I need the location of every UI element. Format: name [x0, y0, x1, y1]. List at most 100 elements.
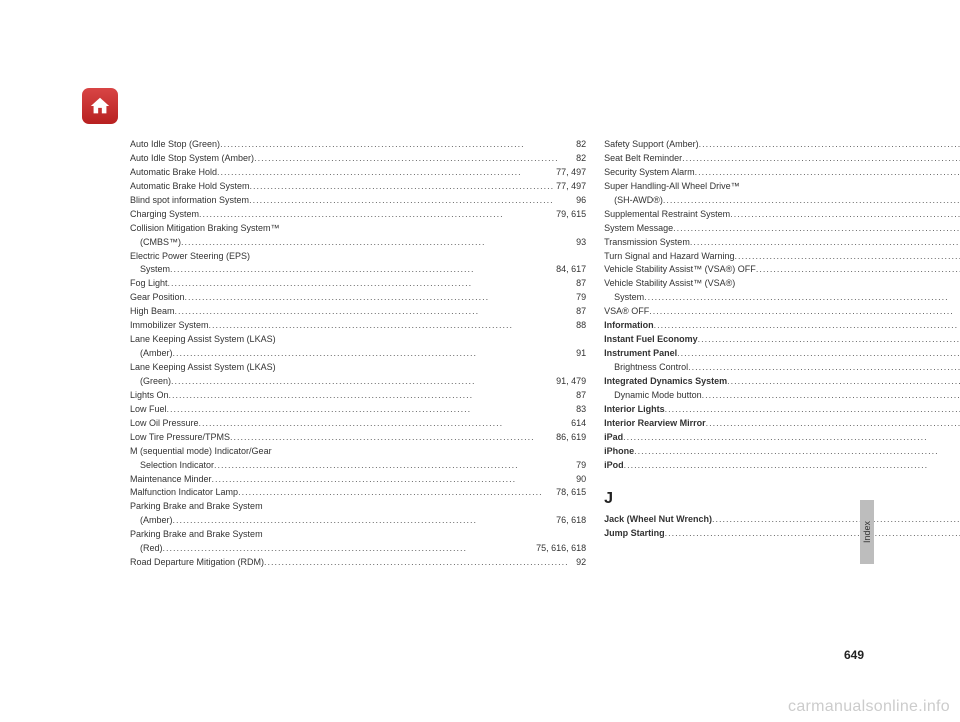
entry-dots: ........................................…: [624, 459, 960, 473]
entry-label: System Message: [604, 222, 673, 236]
entry-page: 90: [574, 473, 586, 487]
side-tab-index: Index: [860, 500, 874, 564]
index-entry: Turn Signal and Hazard Warning..........…: [604, 250, 960, 264]
entry-dots: ........................................…: [167, 403, 575, 417]
entry-label: Low Oil Pressure: [130, 417, 199, 431]
entry-dots: ........................................…: [199, 417, 570, 431]
index-entry: Super Handling-All Wheel Drive™: [604, 180, 960, 194]
entry-label: (CMBS™): [140, 236, 181, 250]
entry-dots: ........................................…: [181, 236, 574, 250]
entry-label: Automatic Brake Hold System: [130, 180, 250, 194]
entry-dots: ........................................…: [173, 514, 555, 528]
index-entry: Instant Fuel Economy....................…: [604, 333, 960, 347]
entry-label: Super Handling-All Wheel Drive™: [604, 180, 740, 194]
entry-page: 91, 479: [554, 375, 586, 389]
entry-label: Low Fuel: [130, 403, 167, 417]
entry-label: Seat Belt Reminder: [604, 152, 682, 166]
entry-label: Selection Indicator: [140, 459, 214, 473]
entry-page: 88: [574, 319, 586, 333]
section-letter: J: [604, 487, 960, 512]
entry-dots: ........................................…: [730, 208, 960, 222]
index-entry: Auto Idle Stop (Green)..................…: [130, 138, 586, 152]
entry-label: Blind spot information System: [130, 194, 249, 208]
entry-dots: ........................................…: [217, 166, 554, 180]
index-entry: Vehicle Stability Assist™ (VSA®): [604, 277, 960, 291]
index-entry: Lane Keeping Assist System (LKAS): [130, 333, 586, 347]
entry-label: Collision Mitigation Braking System™: [130, 222, 280, 236]
entry-label: Auto Idle Stop System (Amber): [130, 152, 254, 166]
entry-dots: ........................................…: [169, 389, 575, 403]
entry-label: (SH-AWD®): [614, 194, 663, 208]
entry-page: 91: [574, 347, 586, 361]
entry-label: Supplemental Restraint System: [604, 208, 730, 222]
entry-page: 78, 615: [554, 486, 586, 500]
index-entry: Parking Brake and Brake System: [130, 500, 586, 514]
entry-label: Safety Support (Amber): [604, 138, 699, 152]
entry-page: 83: [574, 403, 586, 417]
entry-label: Automatic Brake Hold: [130, 166, 217, 180]
entry-dots: ........................................…: [699, 138, 960, 152]
entry-dots: ........................................…: [712, 513, 960, 527]
entry-dots: ........................................…: [209, 319, 575, 333]
entry-dots: ........................................…: [173, 347, 575, 361]
index-entry: (Amber).................................…: [130, 514, 586, 528]
entry-label: Jack (Wheel Nut Wrench): [604, 513, 712, 527]
home-icon[interactable]: [82, 88, 118, 124]
entry-label: System: [140, 263, 170, 277]
entry-dots: ........................................…: [644, 291, 960, 305]
entry-page: 77, 497: [554, 180, 586, 194]
index-entry: Automatic Brake Hold....................…: [130, 166, 586, 180]
entry-label: Malfunction Indicator Lamp: [130, 486, 238, 500]
entry-page: 79, 615: [554, 208, 586, 222]
entry-label: Fog Light: [130, 277, 168, 291]
entry-label: Parking Brake and Brake System: [130, 528, 263, 542]
entry-dots: ........................................…: [185, 291, 575, 305]
entry-page: 76, 618: [554, 514, 586, 528]
entry-label: iPad: [604, 431, 623, 445]
entry-page: 82: [574, 152, 586, 166]
entry-dots: ........................................…: [250, 180, 555, 194]
index-entry: System..................................…: [604, 291, 960, 305]
entry-label: Jump Starting: [604, 527, 665, 541]
entry-dots: ........................................…: [163, 542, 535, 556]
entry-label: Transmission System: [604, 236, 690, 250]
entry-dots: ........................................…: [220, 138, 574, 152]
entry-dots: ........................................…: [690, 236, 960, 250]
index-entry: (CMBS™).................................…: [130, 236, 586, 250]
entry-dots: ........................................…: [249, 194, 574, 208]
entry-label: Dynamic Mode button: [614, 389, 702, 403]
index-entry: System Message..........................…: [604, 222, 960, 236]
entry-label: Information: [604, 319, 654, 333]
index-entry: System..................................…: [130, 263, 586, 277]
entry-dots: ........................................…: [214, 459, 574, 473]
entry-label: Charging System: [130, 208, 199, 222]
entry-dots: ........................................…: [735, 250, 960, 264]
entry-label: Interior Rearview Mirror: [604, 417, 706, 431]
entry-page: 75, 616, 618: [534, 542, 586, 556]
side-tab-label: Index: [862, 521, 872, 543]
index-entry: Collision Mitigation Braking System™: [130, 222, 586, 236]
index-entry: Parking Brake and Brake System: [130, 528, 586, 542]
entry-dots: ........................................…: [663, 194, 960, 208]
entry-label: Vehicle Stability Assist™ (VSA®): [604, 277, 735, 291]
entry-page: 96: [574, 194, 586, 208]
index-entry: Interior Rearview Mirror................…: [604, 417, 960, 431]
index-entry: Gear Position...........................…: [130, 291, 586, 305]
entry-label: Parking Brake and Brake System: [130, 500, 263, 514]
entry-dots: ........................................…: [695, 166, 960, 180]
index-entry: Maintenance Minder......................…: [130, 473, 586, 487]
entry-dots: ........................................…: [168, 277, 575, 291]
entry-dots: ........................................…: [634, 445, 960, 459]
index-entry: Jack (Wheel Nut Wrench).................…: [604, 513, 960, 527]
entry-page: 87: [574, 389, 586, 403]
index-entry: Charging System.........................…: [130, 208, 586, 222]
entry-page: 614: [569, 417, 586, 431]
entry-label: Gear Position: [130, 291, 185, 305]
entry-page: 87: [574, 277, 586, 291]
entry-page: 87: [574, 305, 586, 319]
entry-dots: ........................................…: [756, 263, 960, 277]
index-entry: Road Departure Mitigation (RDM).........…: [130, 556, 586, 570]
entry-label: High Beam: [130, 305, 175, 319]
entry-label: Vehicle Stability Assist™ (VSA®) OFF: [604, 263, 756, 277]
entry-dots: ........................................…: [170, 263, 554, 277]
